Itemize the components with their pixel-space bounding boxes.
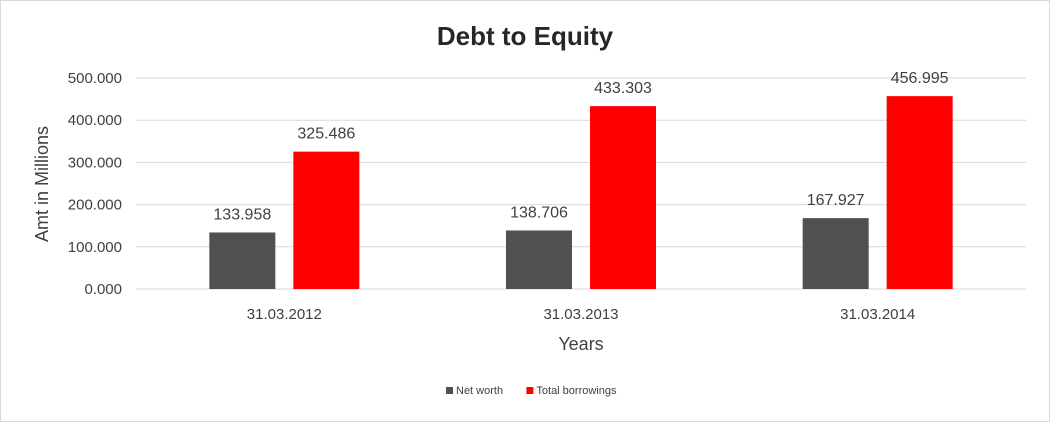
y-tick-label: 0.000 bbox=[84, 281, 122, 298]
bar-net-worth bbox=[506, 230, 572, 289]
data-label: 325.486 bbox=[297, 126, 355, 143]
y-tick-label: 300.000 bbox=[68, 154, 122, 171]
data-label: 433.303 bbox=[594, 80, 652, 97]
x-axis-ticks: 31.03.2012 31.03.2013 31.03.2014 bbox=[247, 306, 915, 323]
bar-total-borrowings bbox=[293, 151, 360, 289]
legend-swatch bbox=[446, 387, 453, 394]
y-tick-label: 400.000 bbox=[68, 112, 122, 129]
x-tick-label: 31.03.2013 bbox=[543, 306, 618, 323]
x-axis-title: Years bbox=[558, 334, 603, 354]
x-tick-label: 31.03.2014 bbox=[840, 306, 915, 323]
y-tick-label: 100.000 bbox=[68, 239, 122, 256]
y-axis-title: Amt in Millions bbox=[32, 126, 52, 242]
legend-label: Total borrowings bbox=[536, 385, 617, 397]
data-label: 138.706 bbox=[510, 204, 568, 221]
y-tick-label: 500.000 bbox=[68, 70, 122, 87]
y-axis-ticks: 0.000 100.000 200.000 300.000 400.000 500.000 bbox=[68, 70, 122, 298]
legend-label: Net worth bbox=[456, 385, 503, 397]
y-tick-label: 200.000 bbox=[68, 197, 122, 214]
bar-total-borrowings bbox=[886, 96, 953, 290]
data-label: 133.958 bbox=[213, 206, 271, 223]
legend-swatch bbox=[526, 387, 534, 394]
gridlines bbox=[136, 77, 1026, 290]
bar-total-borrowings bbox=[590, 106, 656, 289]
data-label: 456.995 bbox=[891, 70, 949, 87]
chart-title: Debt to Equity bbox=[437, 21, 614, 51]
bar-net-worth bbox=[209, 232, 276, 289]
legend: Net worth Total borrowings bbox=[446, 385, 617, 397]
data-label: 167.927 bbox=[807, 192, 865, 209]
bars: 133.958 325.486 138.706 433.303 167.927 456.9… bbox=[209, 70, 953, 290]
x-tick-label: 31.03.2012 bbox=[247, 306, 322, 323]
bar-net-worth bbox=[802, 218, 869, 289]
